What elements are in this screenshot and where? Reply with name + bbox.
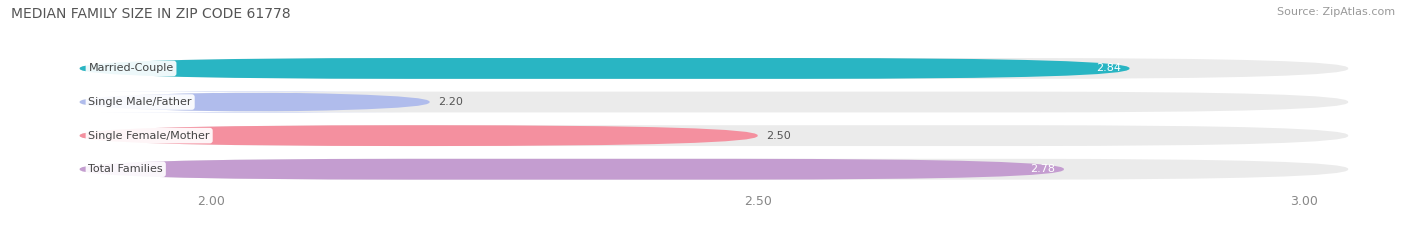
FancyBboxPatch shape bbox=[80, 159, 1348, 180]
Text: Married-Couple: Married-Couple bbox=[89, 63, 174, 73]
Text: Source: ZipAtlas.com: Source: ZipAtlas.com bbox=[1277, 7, 1395, 17]
FancyBboxPatch shape bbox=[80, 92, 1348, 113]
Text: Single Male/Father: Single Male/Father bbox=[89, 97, 193, 107]
Text: 2.20: 2.20 bbox=[439, 97, 463, 107]
Text: 2.50: 2.50 bbox=[766, 131, 792, 141]
Text: Single Female/Mother: Single Female/Mother bbox=[89, 131, 209, 141]
FancyBboxPatch shape bbox=[80, 159, 1064, 180]
Text: Total Families: Total Families bbox=[89, 164, 163, 174]
Text: 2.84: 2.84 bbox=[1095, 63, 1121, 73]
FancyBboxPatch shape bbox=[80, 58, 1129, 79]
FancyBboxPatch shape bbox=[80, 125, 758, 146]
FancyBboxPatch shape bbox=[80, 92, 430, 113]
Text: MEDIAN FAMILY SIZE IN ZIP CODE 61778: MEDIAN FAMILY SIZE IN ZIP CODE 61778 bbox=[11, 7, 291, 21]
Text: 2.78: 2.78 bbox=[1031, 164, 1054, 174]
FancyBboxPatch shape bbox=[80, 125, 1348, 146]
FancyBboxPatch shape bbox=[80, 58, 1348, 79]
